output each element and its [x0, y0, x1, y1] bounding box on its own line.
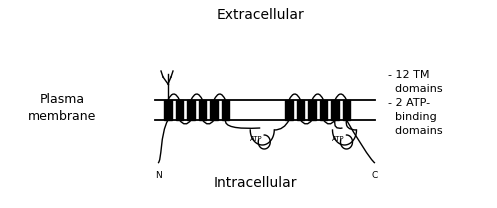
Text: Plasma
membrane: Plasma membrane	[28, 93, 96, 123]
Bar	[285, 100, 293, 120]
Bar	[222, 100, 229, 120]
Bar	[343, 100, 350, 120]
Text: - 12 TM
  domains
- 2 ATP-
  binding
  domains: - 12 TM domains - 2 ATP- binding domains	[388, 70, 443, 136]
Text: ATP: ATP	[250, 136, 262, 142]
Bar	[320, 100, 327, 120]
Bar	[199, 100, 206, 120]
Bar	[308, 100, 316, 120]
Text: C: C	[372, 171, 378, 180]
Text: ATP: ATP	[332, 136, 345, 142]
Bar	[176, 100, 183, 120]
Bar	[297, 100, 304, 120]
Text: N: N	[155, 171, 162, 180]
Bar	[187, 100, 195, 120]
Text: Intracellular: Intracellular	[213, 176, 297, 190]
Bar	[164, 100, 172, 120]
Text: Extracellular: Extracellular	[216, 8, 304, 22]
Bar	[331, 100, 339, 120]
Bar	[210, 100, 218, 120]
